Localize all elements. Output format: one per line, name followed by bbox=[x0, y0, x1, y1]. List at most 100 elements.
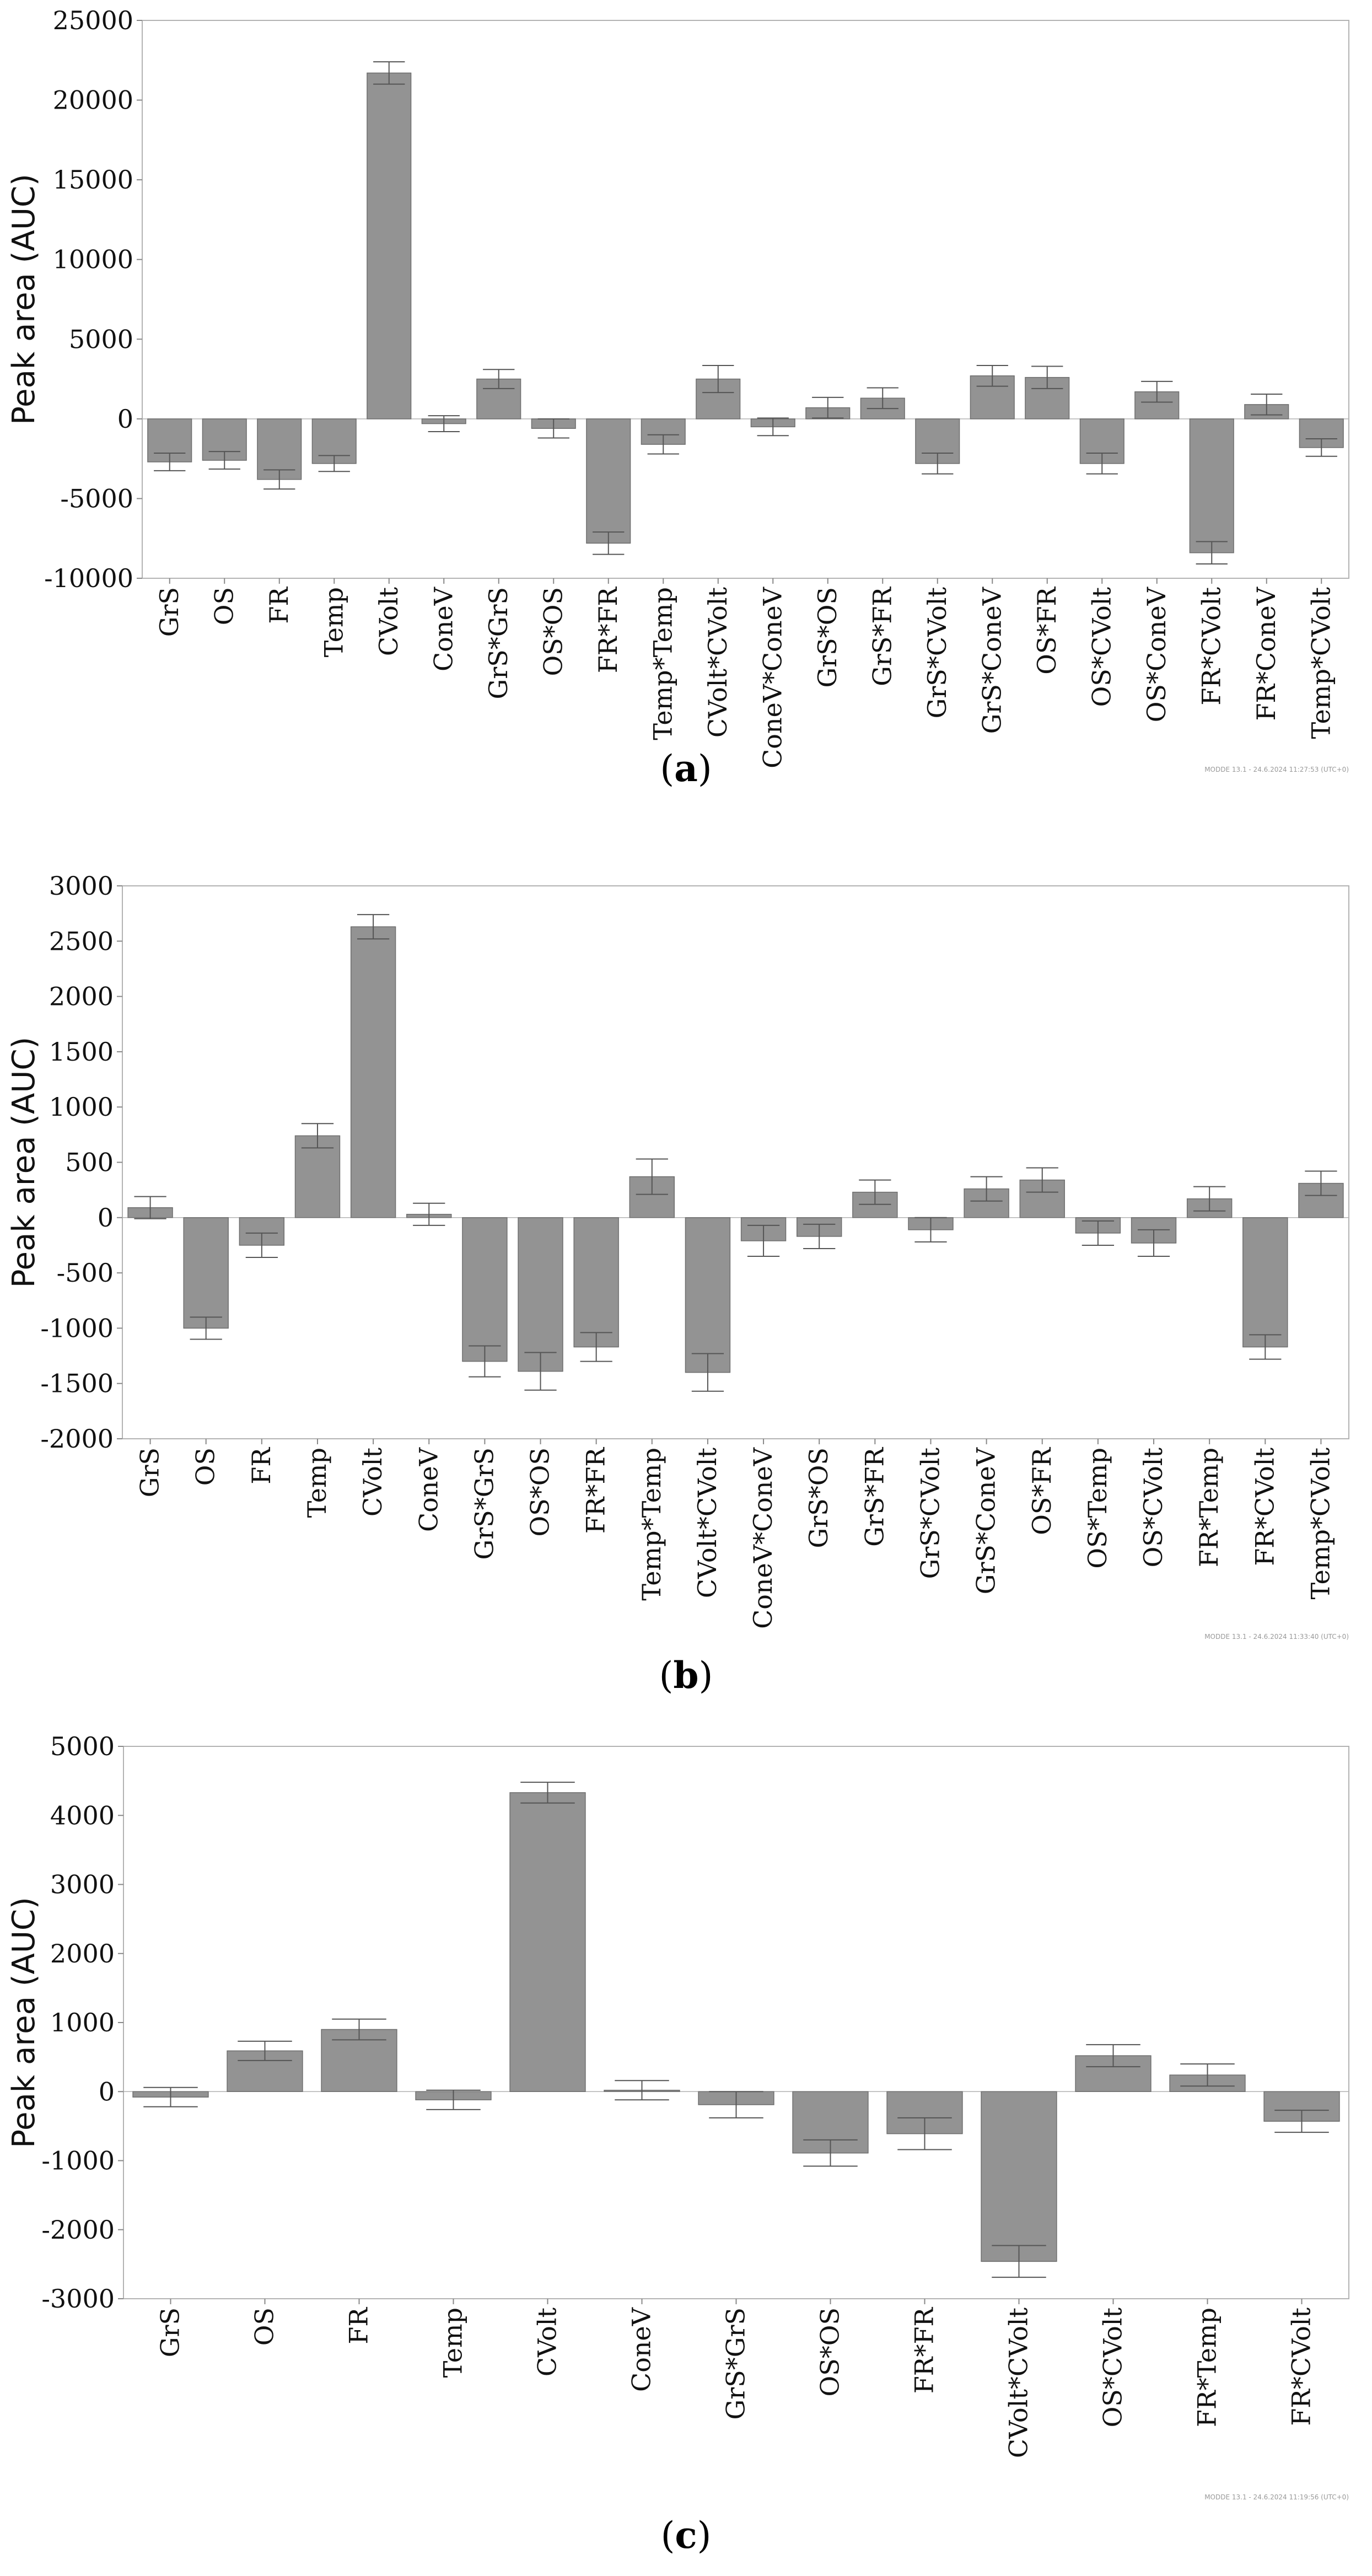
y-tick-label: 4000 bbox=[50, 1800, 115, 1830]
software-stamp: MODDE 13.1 - 24.6.2024 11:27:53 (UTC+0) bbox=[1204, 766, 1349, 773]
y-tick-label: 2500 bbox=[49, 926, 114, 956]
bar-chart-b: -2000 -1500 -1000 -500 0 500 1000 1500 2000 2500 3… bbox=[6, 871, 1349, 1641]
y-tick-label: -1000 bbox=[40, 1313, 114, 1343]
bar-FR*CVolt bbox=[1242, 1217, 1288, 1348]
y-tick-label: -5000 bbox=[60, 483, 133, 513]
caption-c: (c) bbox=[660, 2514, 712, 2557]
x-category-label: OS bbox=[209, 587, 239, 625]
plot-frame bbox=[123, 1746, 1349, 2299]
x-category-label: FR bbox=[264, 587, 294, 624]
x-category-label: OS*CVolt bbox=[1138, 1447, 1168, 1567]
x-category-label: FR*FR bbox=[910, 2307, 939, 2394]
x-category-label: FR bbox=[344, 2307, 374, 2344]
x-category-label: OS*Temp bbox=[1083, 1448, 1112, 1569]
y-tick-label: 2000 bbox=[49, 982, 114, 1012]
y-tick-label: -2000 bbox=[40, 1424, 114, 1454]
caption-a: (a) bbox=[660, 747, 712, 790]
x-category-label: GrS*GrS bbox=[721, 2308, 751, 2420]
x-category-label: OS bbox=[191, 1448, 220, 1486]
x-category-label: GrS*CVolt bbox=[915, 1447, 945, 1579]
x-category-label: OS*OS bbox=[538, 587, 568, 676]
x-category-label: OS*CVolt bbox=[1098, 2307, 1128, 2427]
x-category-label: GrS*FR bbox=[867, 587, 897, 686]
y-tick-label: 10000 bbox=[53, 245, 133, 275]
x-category-label: FR bbox=[246, 1447, 276, 1485]
bar-GrS*GrS bbox=[476, 378, 521, 420]
x-category-label: GrS*CVolt bbox=[922, 587, 952, 718]
x-category-label: CVolt bbox=[374, 587, 403, 656]
bar-Temp bbox=[294, 1135, 341, 1218]
x-category-label: ConeV bbox=[413, 1447, 443, 1532]
x-category-label: CVolt bbox=[532, 2307, 562, 2376]
bar-FR*CVolt bbox=[1189, 418, 1234, 553]
x-category-label: GrS*FR bbox=[859, 1447, 889, 1547]
y-tick-label: 0 bbox=[98, 1203, 114, 1233]
x-category-label: GrS bbox=[154, 587, 184, 637]
y-axis-title: Peak area (AUC) bbox=[6, 174, 42, 425]
x-category-label: OS*CVolt bbox=[1086, 587, 1116, 707]
bar-CVolt*CVolt bbox=[685, 1217, 731, 1373]
x-category-label: ConeV*ConeV bbox=[748, 1447, 778, 1629]
x-category-label: Temp*Temp bbox=[648, 587, 677, 740]
x-category-label: CVolt*CVolt bbox=[1004, 2307, 1034, 2458]
caption-b: (b) bbox=[659, 1654, 713, 1697]
x-category-label: GrS*ConeV bbox=[977, 587, 1007, 734]
x-category-label: OS*FR bbox=[1032, 587, 1062, 675]
bar-FR*FR bbox=[586, 418, 631, 544]
bar-CVolt*CVolt bbox=[981, 2091, 1057, 2262]
x-category-label: GrS bbox=[135, 1448, 165, 1497]
x-category-label: OS*ConeV bbox=[1142, 587, 1171, 722]
x-category-label: FR*CVolt bbox=[1196, 587, 1226, 705]
x-category-label: GrS*GrS bbox=[483, 587, 513, 700]
x-category-label: Temp bbox=[319, 587, 348, 657]
x-category-label: Temp*Temp bbox=[637, 1448, 666, 1601]
y-tick-label: 2000 bbox=[50, 1939, 115, 1969]
y-tick-label: 20000 bbox=[53, 85, 133, 115]
x-category-label: GrS*OS bbox=[813, 587, 842, 687]
y-tick-label: 1000 bbox=[49, 1092, 114, 1122]
y-tick-label: -2000 bbox=[41, 2215, 115, 2245]
bar-CVolt bbox=[367, 72, 412, 420]
y-tick-label: 0 bbox=[99, 2077, 115, 2106]
y-tick-label: 3000 bbox=[50, 1870, 115, 1900]
y-tick-label: 1500 bbox=[49, 1037, 114, 1067]
y-axis-title: Peak area (AUC) bbox=[6, 1037, 42, 1288]
x-category-label: CVolt*CVolt bbox=[703, 587, 733, 738]
software-stamp: MODDE 13.1 - 24.6.2024 11:19:56 (UTC+0) bbox=[1204, 2493, 1349, 2501]
x-category-label: CVolt bbox=[358, 1447, 388, 1516]
x-category-label: ConeV bbox=[428, 587, 458, 671]
x-category-label: OS bbox=[250, 2308, 279, 2346]
bar-OS*OS bbox=[518, 1217, 563, 1372]
x-category-label: ConeV*ConeV bbox=[757, 587, 787, 768]
y-tick-label: -1000 bbox=[41, 2146, 115, 2176]
x-category-label: FR*ConeV bbox=[1251, 587, 1281, 720]
y-tick-label: 3000 bbox=[49, 871, 114, 901]
y-tick-label: -3000 bbox=[41, 2284, 115, 2314]
software-stamp: MODDE 13.1 - 24.6.2024 11:33:40 (UTC+0) bbox=[1204, 1633, 1349, 1641]
y-tick-label: 500 bbox=[65, 1148, 114, 1177]
x-category-label: GrS*ConeV bbox=[971, 1447, 1001, 1594]
x-category-label: OS*OS bbox=[815, 2308, 845, 2396]
x-category-label: FR*CVolt bbox=[1250, 1447, 1279, 1566]
y-tick-label: 5000 bbox=[50, 1731, 115, 1761]
x-category-label: Temp bbox=[438, 2308, 468, 2378]
x-category-label: GrS*GrS bbox=[469, 1448, 499, 1560]
bar-CVolt bbox=[350, 926, 396, 1218]
x-category-label: FR*CVolt bbox=[1287, 2307, 1316, 2426]
x-category-label: FR*Temp bbox=[1194, 1448, 1224, 1567]
y-tick-label: -500 bbox=[57, 1258, 114, 1288]
bar-chart-a: -10000 -5000 0 5000 10000 15000 20000 25000 Peak… bbox=[6, 6, 1349, 773]
x-category-label: OS*OS bbox=[525, 1448, 555, 1536]
plot-frame bbox=[142, 20, 1349, 579]
x-category-label: Temp bbox=[302, 1448, 332, 1518]
y-tick-label: -10000 bbox=[44, 563, 133, 593]
x-category-label: OS*FR bbox=[1027, 1447, 1057, 1535]
bar-CVolt bbox=[509, 1792, 586, 2093]
x-category-label: GrS*OS bbox=[804, 1448, 833, 1548]
y-tick-label: 1000 bbox=[50, 2008, 115, 2037]
y-tick-label: -1500 bbox=[40, 1369, 114, 1399]
y-tick-label: 5000 bbox=[69, 324, 133, 354]
x-category-label: FR*Temp bbox=[1192, 2308, 1222, 2427]
y-tick-label: 0 bbox=[117, 404, 133, 434]
x-category-label: Temp*CVolt bbox=[1305, 1447, 1335, 1599]
